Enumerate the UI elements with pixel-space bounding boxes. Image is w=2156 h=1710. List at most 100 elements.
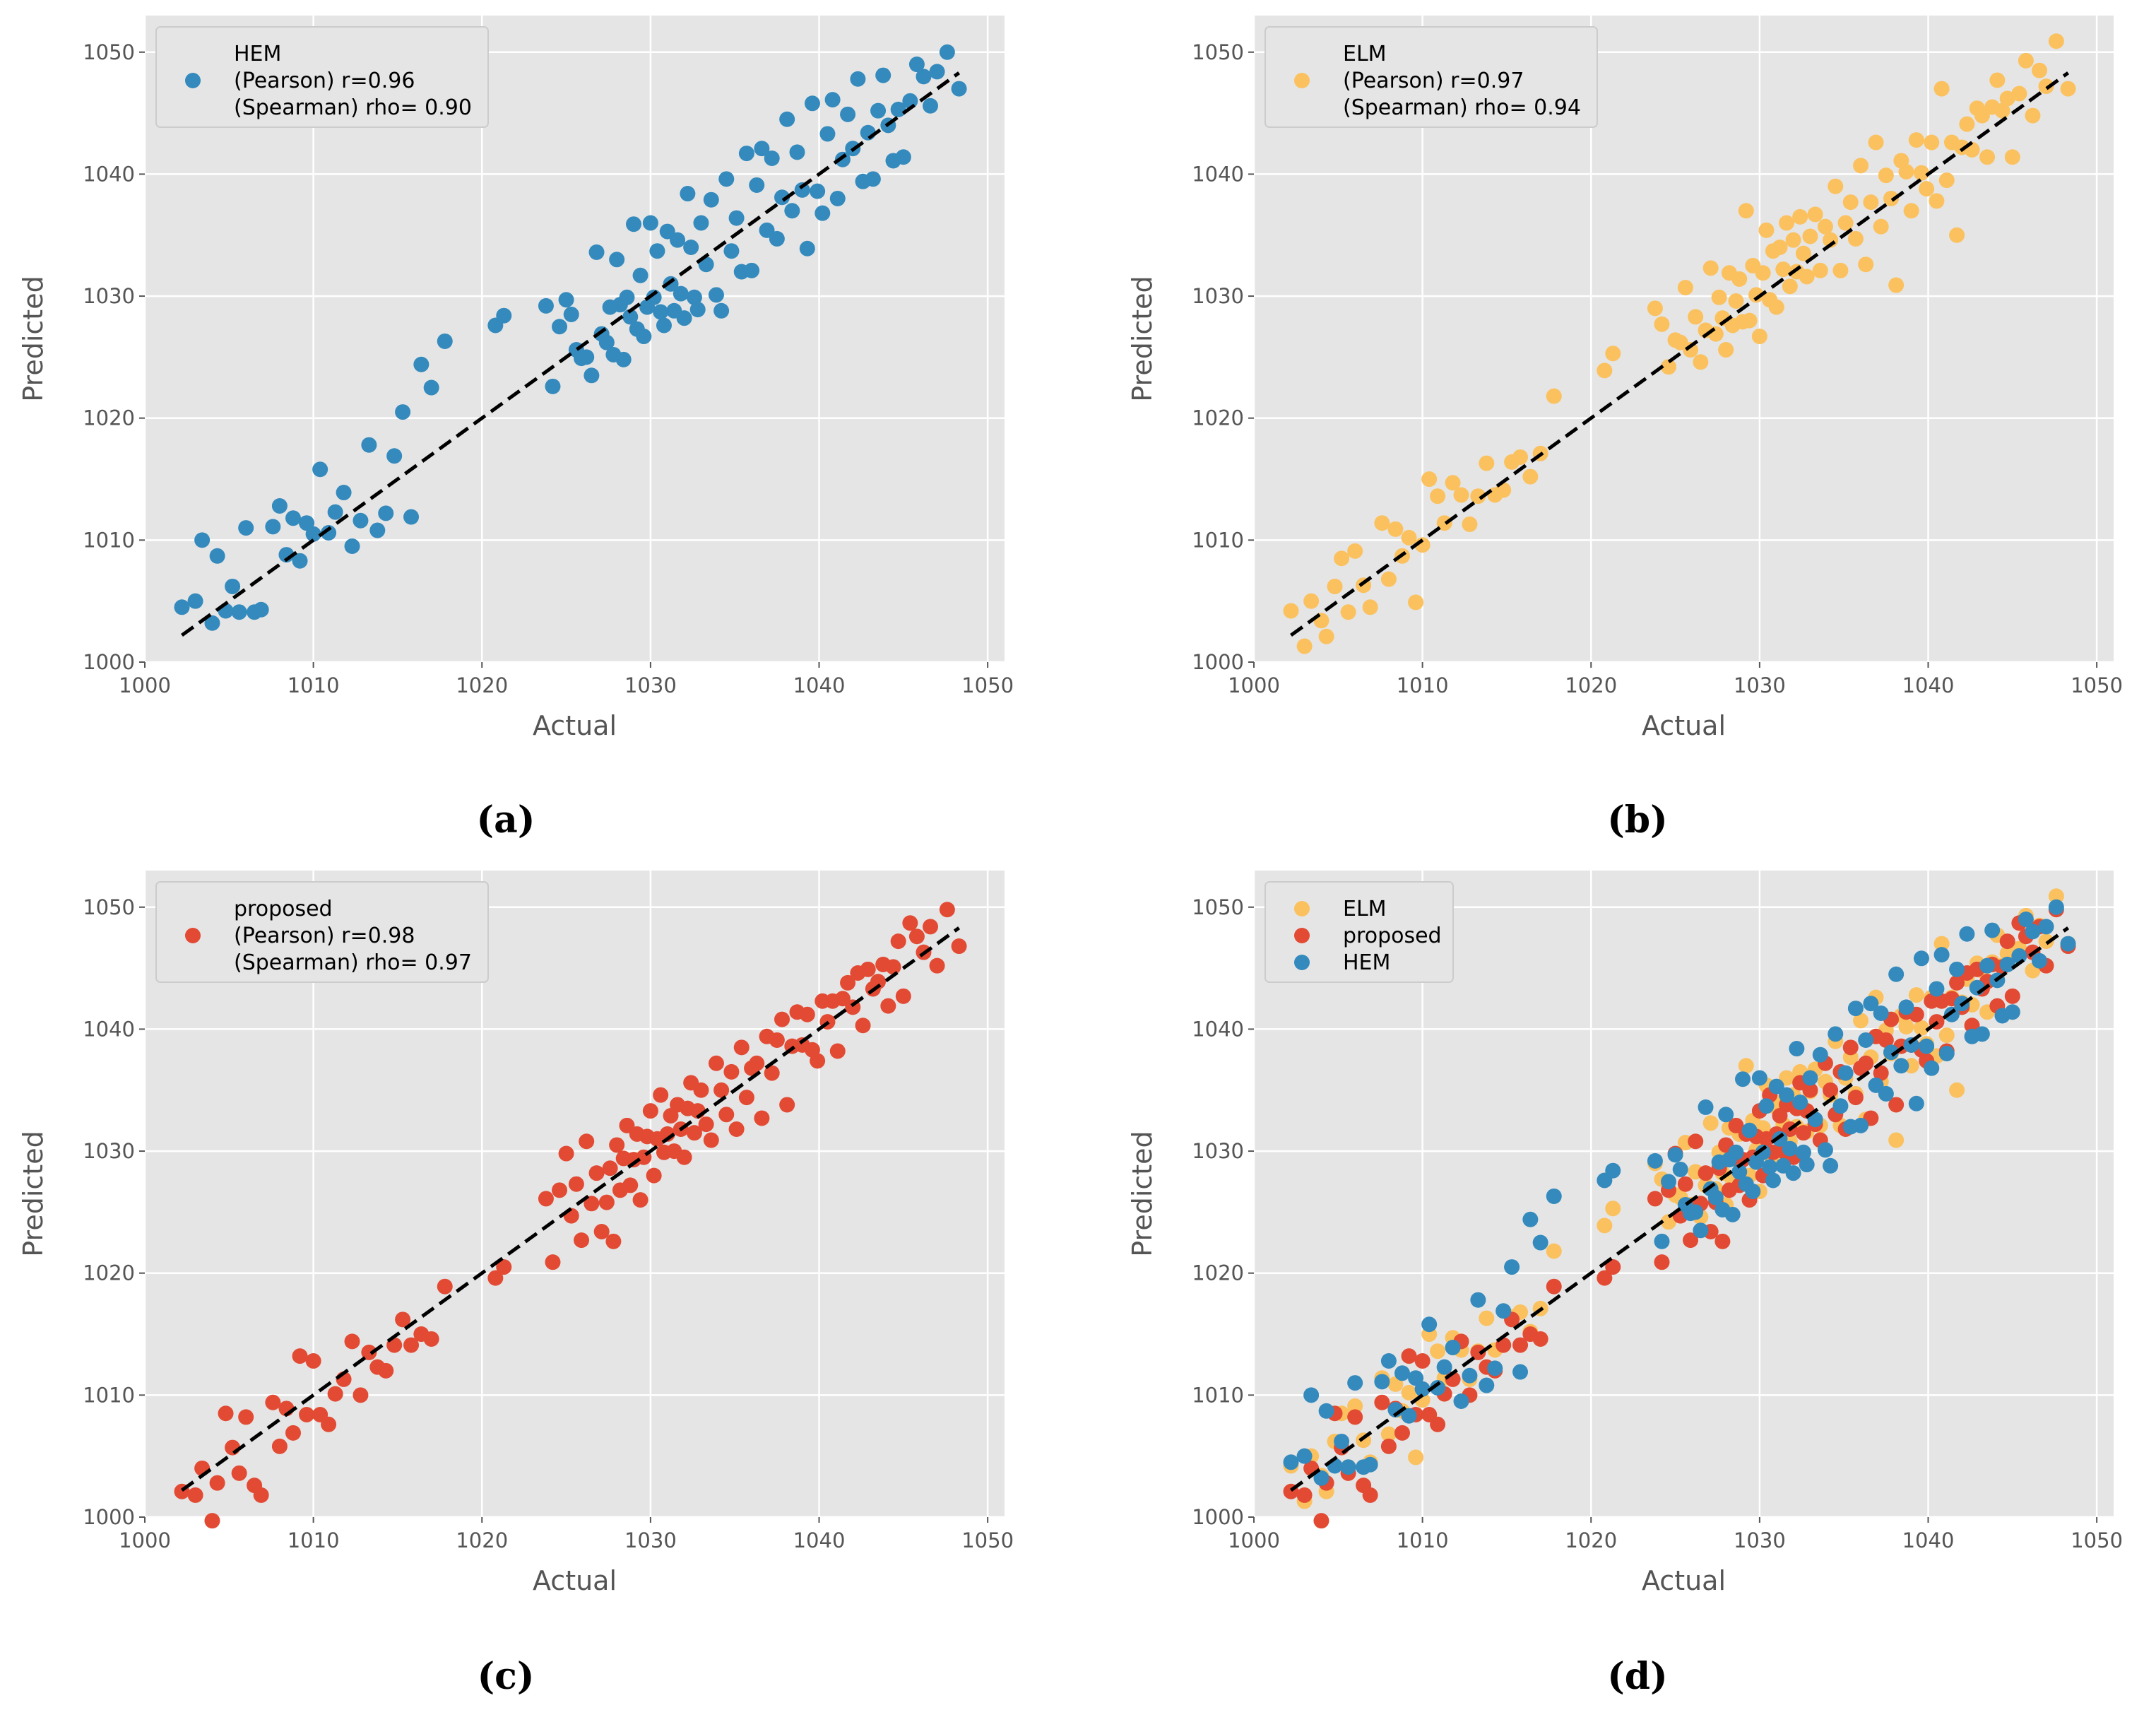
data-point-HEM [689,302,706,318]
data-point-HEM [1724,1206,1741,1222]
data-point-proposed [829,1043,846,1059]
data-point-HEM [1667,1147,1683,1163]
data-point-ELM [1711,289,1727,305]
data-point-proposed [1847,1090,1864,1106]
data-point-HEM [1512,1364,1529,1380]
data-point-ELM [1738,1058,1754,1074]
data-point-proposed [1647,1191,1663,1207]
data-point-ELM [1693,354,1709,370]
data-point-HEM [759,222,775,238]
data-point-HEM [1394,1365,1410,1381]
data-point-HEM [538,297,554,314]
data-point-HEM [1504,1259,1520,1275]
data-point-HEM [563,306,579,322]
data-point-HEM [834,151,851,167]
series-HEM [1283,899,2076,1486]
data-point-HEM [744,262,760,278]
data-point-proposed [423,1331,439,1347]
x-tick-label: 1020 [1565,673,1617,697]
data-point-ELM [1430,1343,1446,1360]
data-point-ELM [1888,277,1905,293]
fit-line [1290,71,2070,637]
data-point-ELM [1863,194,1879,211]
data-point-HEM [285,510,301,526]
data-point-proposed [799,1006,815,1022]
data-point-proposed [749,1055,765,1071]
data-point-ELM [1408,1449,1424,1466]
data-point-ELM [1913,1020,1929,1036]
data-point-proposed [327,1386,343,1402]
data-point-ELM [1903,203,1919,219]
data-point-HEM [738,146,754,162]
data-point-proposed [855,1018,871,1034]
x-tick-label: 1030 [624,1528,677,1552]
x-axis-label: Actual [533,1565,617,1596]
data-point-HEM [1984,922,2001,938]
y-tick-label: 1000 [83,1505,135,1529]
legend-label: ELM [1343,897,1387,921]
data-point-HEM [1283,1454,1299,1470]
legend: proposed (Pearson) r=0.98(Spearman) rho= … [155,881,489,983]
legend: HEM (Pearson) r=0.96(Spearman) rho= 0.90 [155,26,489,128]
y-tick-label: 1030 [83,1139,135,1163]
data-point-proposed [890,933,906,950]
data-point-HEM [1735,1071,1751,1087]
data-point-proposed [703,1132,719,1148]
data-point-proposed [1728,1117,1744,1133]
data-point-proposed [187,1487,203,1503]
data-point-HEM [1789,1041,1805,1057]
x-tick-label: 1020 [456,1528,508,1552]
x-tick-label: 1050 [2071,673,2123,697]
data-point-HEM [895,149,911,165]
data-point-HEM [344,538,360,554]
data-point-HEM [1795,1144,1811,1160]
data-point-proposed [693,1082,709,1098]
data-point-proposed [209,1475,225,1491]
data-point-HEM [1903,1037,1919,1053]
data-point-ELM [1702,260,1719,276]
x-axis-label: Actual [533,710,617,741]
data-point-ELM [1738,203,1754,219]
data-point-proposed [574,1232,590,1249]
data-point-proposed [496,1259,512,1275]
data-point-ELM [1999,945,2015,962]
data-point-HEM [1878,1085,1894,1102]
data-point-HEM [2032,953,2048,969]
data-point-HEM [626,216,642,232]
data-point-HEM [1532,1234,1548,1251]
data-point-ELM [1929,193,1945,209]
data-point-HEM [584,367,600,384]
data-point-HEM [1883,1044,1900,1061]
x-tick-label: 1040 [1902,1528,1955,1552]
data-point-HEM [1853,1117,1869,1133]
data-point-proposed [609,1137,625,1153]
legend-label: (Pearson) r=0.98 [234,924,415,948]
data-point-ELM [1782,278,1798,295]
data-point-HEM [1347,1375,1363,1391]
data-point-HEM [1362,1456,1378,1473]
data-point-ELM [1728,293,1744,309]
data-point-HEM [659,223,675,240]
data-point-ELM [1347,543,1363,559]
data-point-HEM [598,334,615,350]
x-tick-label: 1030 [1734,1528,1786,1552]
data-point-HEM [1847,1001,1864,1017]
data-point-ELM [1327,578,1343,594]
data-point-proposed [1380,1438,1397,1454]
x-tick-label: 1050 [961,1528,1014,1552]
fit-line [181,71,961,637]
data-point-proposed [902,915,918,931]
y-tick-label: 1010 [83,528,135,552]
data-point-HEM [1654,1233,1670,1249]
data-point-HEM [865,171,881,187]
data-point-HEM [369,522,386,538]
data-point-proposed [923,919,939,935]
data-point-ELM [1847,230,1864,247]
data-point-proposed [321,1416,337,1432]
data-point-HEM [395,404,411,420]
data-point-ELM [1898,1018,1914,1034]
data-point-ELM [1908,132,1924,148]
data-point-ELM [1546,1243,1562,1259]
data-point-proposed [1999,933,2015,950]
